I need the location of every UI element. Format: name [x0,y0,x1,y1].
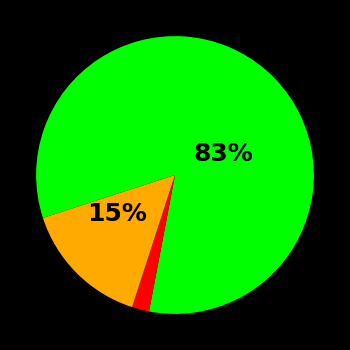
Wedge shape [36,36,314,314]
Wedge shape [43,175,175,307]
Text: 15%: 15% [87,202,147,226]
Wedge shape [132,175,175,312]
Text: 83%: 83% [194,142,253,166]
